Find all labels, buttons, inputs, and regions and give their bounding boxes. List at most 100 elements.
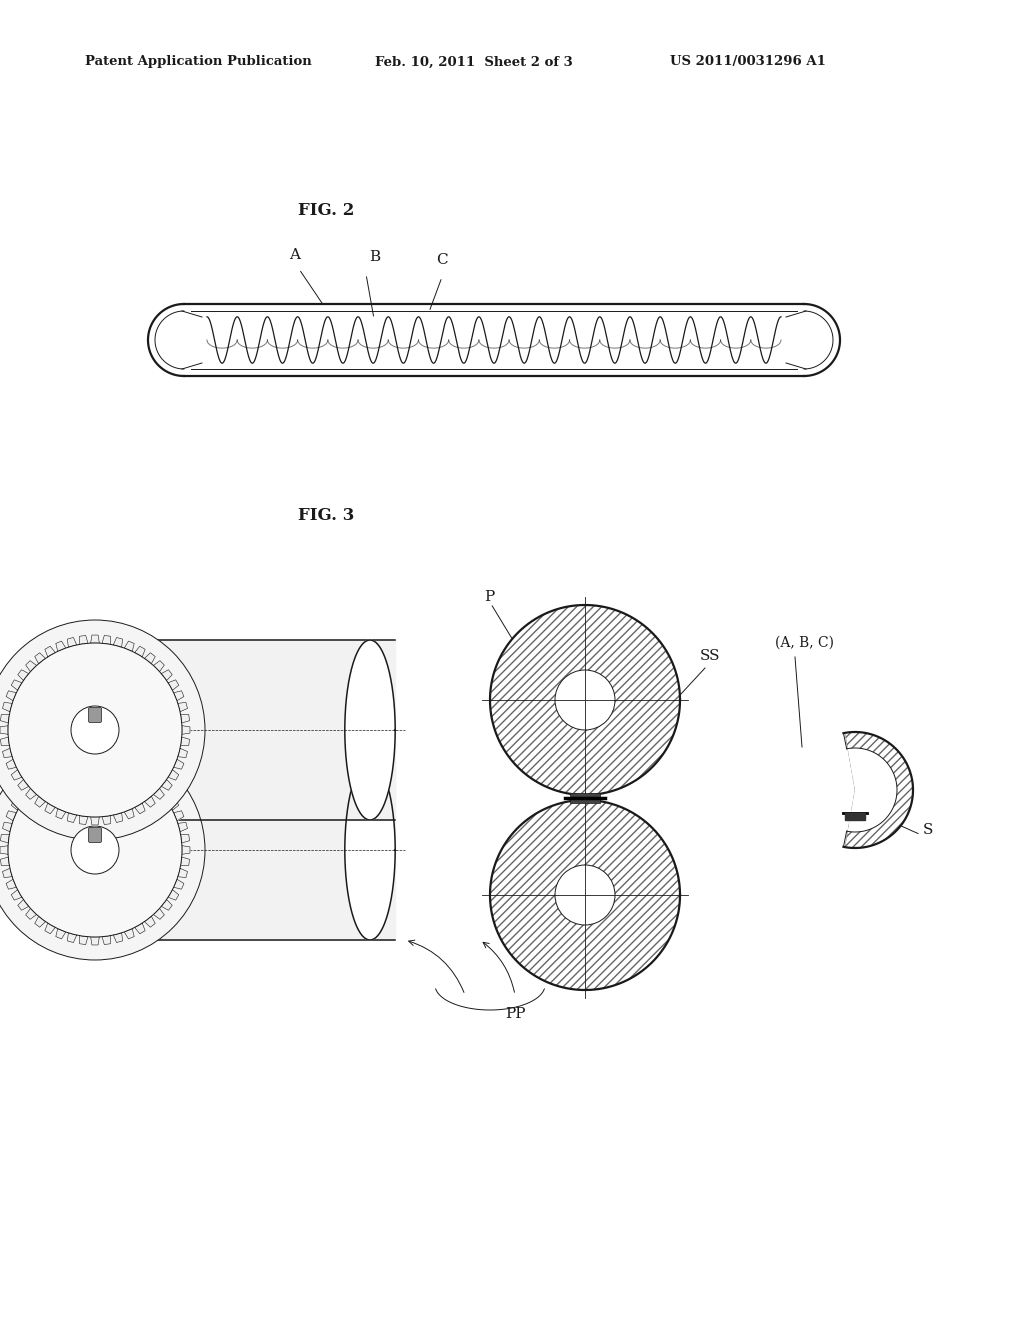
Polygon shape bbox=[490, 605, 680, 795]
Circle shape bbox=[0, 741, 205, 960]
Polygon shape bbox=[135, 647, 145, 657]
Circle shape bbox=[8, 643, 182, 817]
Text: S: S bbox=[923, 822, 933, 837]
Text: (A, B, C): (A, B, C) bbox=[775, 636, 834, 649]
Polygon shape bbox=[26, 788, 37, 800]
Polygon shape bbox=[174, 879, 184, 890]
FancyBboxPatch shape bbox=[88, 708, 101, 722]
Polygon shape bbox=[174, 810, 184, 821]
Text: C: C bbox=[436, 253, 447, 267]
Polygon shape bbox=[17, 780, 29, 791]
Polygon shape bbox=[80, 635, 88, 644]
Polygon shape bbox=[180, 834, 189, 843]
Polygon shape bbox=[0, 857, 9, 866]
Polygon shape bbox=[180, 714, 189, 723]
Bar bbox=[570, 792, 600, 803]
Polygon shape bbox=[0, 834, 9, 843]
Text: Feb. 10, 2011  Sheet 2 of 3: Feb. 10, 2011 Sheet 2 of 3 bbox=[375, 55, 572, 69]
Polygon shape bbox=[114, 933, 123, 942]
Polygon shape bbox=[154, 661, 164, 672]
Polygon shape bbox=[45, 923, 55, 933]
Polygon shape bbox=[100, 640, 395, 820]
Polygon shape bbox=[178, 822, 187, 832]
FancyArrowPatch shape bbox=[409, 940, 464, 993]
Polygon shape bbox=[154, 908, 164, 919]
Polygon shape bbox=[168, 890, 179, 900]
Polygon shape bbox=[11, 680, 22, 690]
Text: PP: PP bbox=[505, 1007, 525, 1020]
Polygon shape bbox=[91, 817, 99, 825]
Circle shape bbox=[71, 706, 119, 754]
Polygon shape bbox=[26, 780, 37, 792]
Polygon shape bbox=[91, 755, 99, 763]
Polygon shape bbox=[80, 936, 88, 945]
Circle shape bbox=[555, 865, 615, 925]
Polygon shape bbox=[55, 762, 66, 771]
Polygon shape bbox=[124, 642, 134, 651]
Polygon shape bbox=[135, 923, 145, 933]
Polygon shape bbox=[100, 760, 395, 940]
Polygon shape bbox=[182, 726, 189, 734]
Polygon shape bbox=[0, 846, 8, 854]
Polygon shape bbox=[102, 816, 111, 825]
Polygon shape bbox=[135, 766, 145, 777]
Polygon shape bbox=[124, 929, 134, 939]
Polygon shape bbox=[91, 937, 99, 945]
Polygon shape bbox=[124, 809, 134, 818]
Wedge shape bbox=[848, 748, 897, 832]
Polygon shape bbox=[102, 755, 111, 764]
Polygon shape bbox=[26, 661, 37, 672]
Polygon shape bbox=[11, 800, 22, 810]
Polygon shape bbox=[174, 690, 184, 701]
Polygon shape bbox=[154, 780, 164, 792]
Polygon shape bbox=[6, 690, 16, 701]
Circle shape bbox=[71, 826, 119, 874]
Polygon shape bbox=[144, 772, 156, 784]
Polygon shape bbox=[178, 702, 187, 711]
Polygon shape bbox=[168, 800, 179, 810]
Polygon shape bbox=[2, 748, 12, 758]
Polygon shape bbox=[45, 803, 55, 814]
Polygon shape bbox=[845, 813, 865, 820]
Polygon shape bbox=[68, 638, 77, 647]
Polygon shape bbox=[2, 702, 12, 711]
Polygon shape bbox=[17, 669, 29, 681]
Polygon shape bbox=[114, 638, 123, 647]
Text: P: P bbox=[484, 590, 495, 605]
Polygon shape bbox=[6, 759, 16, 770]
Polygon shape bbox=[55, 642, 66, 651]
FancyBboxPatch shape bbox=[88, 828, 101, 842]
Polygon shape bbox=[80, 755, 88, 764]
Circle shape bbox=[0, 620, 205, 840]
Polygon shape bbox=[55, 929, 66, 939]
Polygon shape bbox=[114, 813, 123, 822]
Polygon shape bbox=[35, 916, 45, 927]
Polygon shape bbox=[180, 857, 189, 866]
Polygon shape bbox=[35, 653, 45, 664]
Polygon shape bbox=[68, 813, 77, 822]
Polygon shape bbox=[6, 879, 16, 890]
Polygon shape bbox=[91, 635, 99, 643]
Polygon shape bbox=[45, 647, 55, 657]
Polygon shape bbox=[124, 762, 134, 771]
Polygon shape bbox=[144, 796, 156, 808]
Polygon shape bbox=[2, 869, 12, 878]
Text: B: B bbox=[369, 249, 380, 264]
Polygon shape bbox=[11, 770, 22, 780]
Polygon shape bbox=[144, 653, 156, 664]
Polygon shape bbox=[144, 916, 156, 927]
Polygon shape bbox=[135, 803, 145, 814]
Polygon shape bbox=[2, 822, 12, 832]
Polygon shape bbox=[168, 770, 179, 780]
Polygon shape bbox=[17, 899, 29, 911]
Polygon shape bbox=[0, 714, 9, 723]
Polygon shape bbox=[102, 936, 111, 945]
Polygon shape bbox=[162, 669, 172, 681]
Polygon shape bbox=[490, 800, 680, 990]
Text: FIG. 3: FIG. 3 bbox=[298, 507, 354, 524]
Polygon shape bbox=[345, 640, 395, 820]
Polygon shape bbox=[178, 869, 187, 878]
Circle shape bbox=[8, 763, 182, 937]
Polygon shape bbox=[0, 737, 9, 746]
Circle shape bbox=[555, 671, 615, 730]
